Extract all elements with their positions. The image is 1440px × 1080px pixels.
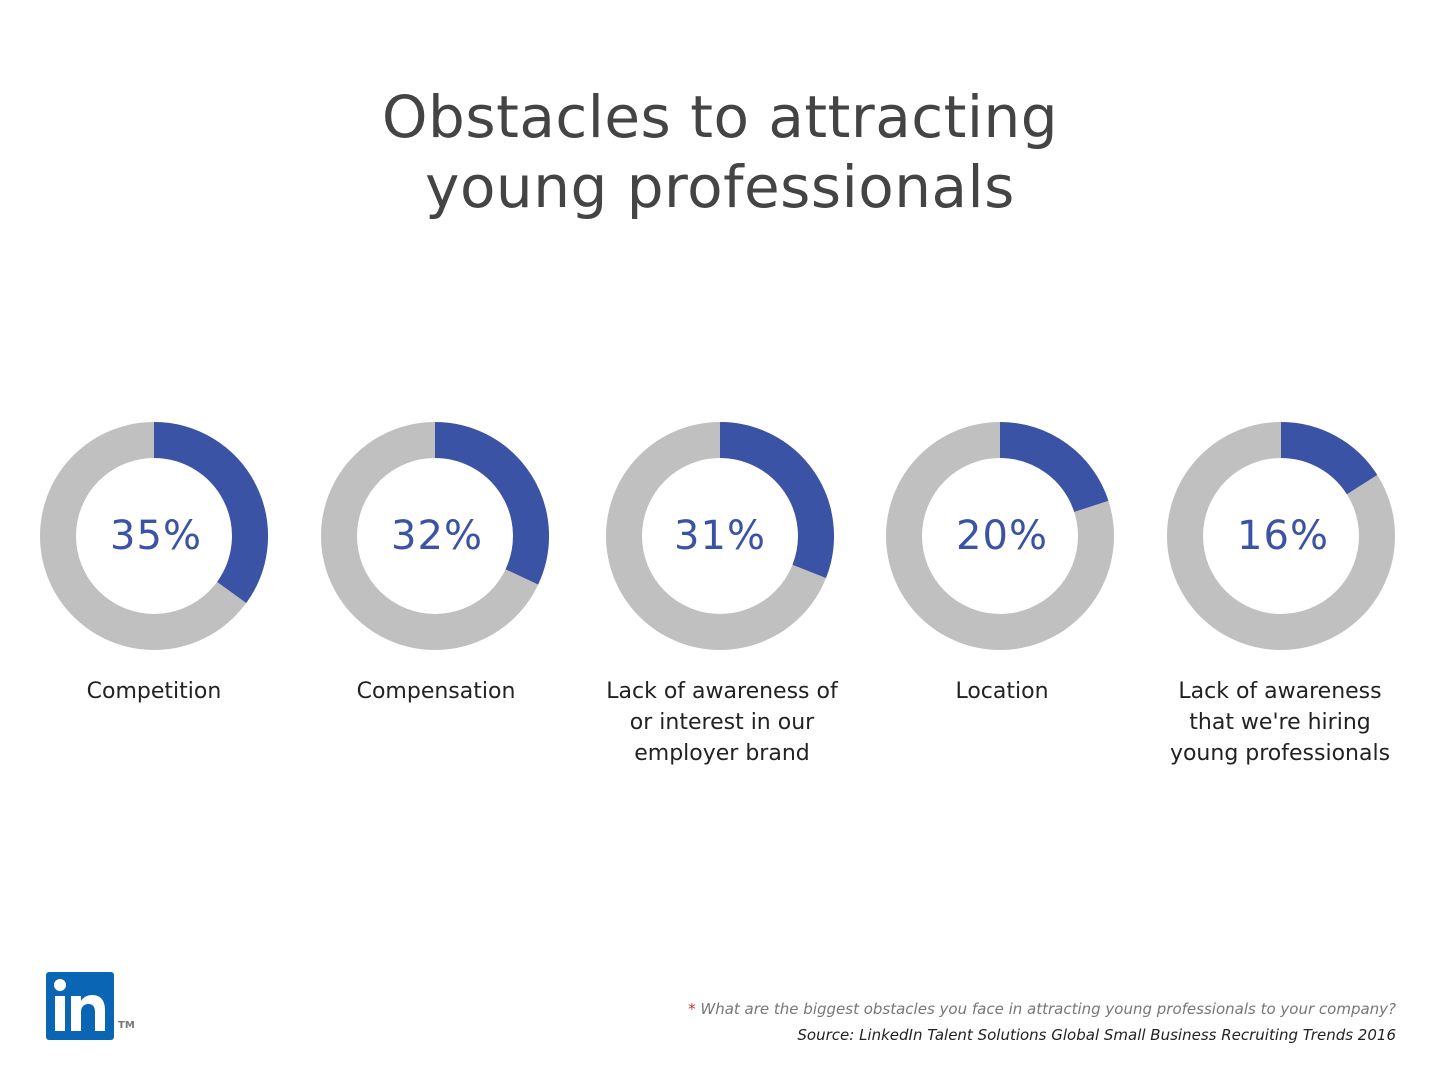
chart-title-line-2: young professionals xyxy=(425,153,1015,221)
linkedin-logo-icon xyxy=(54,979,105,1031)
donut-svg xyxy=(1167,422,1395,650)
label-line: Competition xyxy=(86,679,222,704)
donut-chart-competition: 35% xyxy=(40,420,272,652)
donut-value-arc xyxy=(153,422,268,603)
donut-chart-location: 20% xyxy=(886,420,1118,652)
donut-percentage: 16% xyxy=(1237,513,1329,559)
chart-title: Obstacles to attracting young profession… xyxy=(0,82,1440,222)
label-line: Lack of awareness xyxy=(1178,679,1382,704)
footnote-star: * xyxy=(688,1000,696,1018)
donut-svg xyxy=(321,422,549,650)
label-line: Lack of awareness of xyxy=(606,679,838,704)
label-line: that we're hiring xyxy=(1189,710,1371,735)
donut-label-employer-brand: Lack of awareness of or interest in our … xyxy=(592,676,852,769)
donut-chart-compensation: 32% xyxy=(321,420,553,652)
label-line: employer brand xyxy=(634,741,810,766)
donut-percentage: 31% xyxy=(674,513,766,559)
linkedin-logo xyxy=(46,972,114,1040)
donut-svg xyxy=(886,422,1114,650)
donut-label-compensation: Compensation xyxy=(306,676,566,707)
donut-svg xyxy=(606,422,834,650)
donut-label-competition: Competition xyxy=(24,676,284,707)
survey-question: * What are the biggest obstacles you fac… xyxy=(688,1000,1396,1018)
trademark-mark: TM xyxy=(118,1020,135,1031)
donut-percentage: 35% xyxy=(110,513,202,559)
donut-chart-employer-brand: 31% xyxy=(604,420,836,652)
donut-value-arc xyxy=(434,422,549,585)
label-line: young professionals xyxy=(1169,741,1391,766)
label-line: Location xyxy=(955,679,1049,704)
label-line: Compensation xyxy=(356,679,516,704)
donut-percentage: 32% xyxy=(391,513,483,559)
chart-title-line-1: Obstacles to attracting xyxy=(381,83,1059,151)
survey-question-text: What are the biggest obstacles you face … xyxy=(700,1000,1396,1018)
donut-value-arc xyxy=(1280,422,1378,495)
donut-chart-hiring-awareness: 16% xyxy=(1167,420,1399,652)
source-note: Source: LinkedIn Talent Solutions Global… xyxy=(797,1026,1396,1044)
donut-percentage: 20% xyxy=(956,513,1048,559)
donut-value-arc xyxy=(719,422,834,578)
donut-svg xyxy=(40,422,268,650)
donut-label-hiring-awareness: Lack of awareness that we're hiring youn… xyxy=(1150,676,1410,769)
label-line: or interest in our xyxy=(629,710,815,735)
donut-value-arc xyxy=(999,422,1109,513)
donut-label-location: Location xyxy=(872,676,1132,707)
